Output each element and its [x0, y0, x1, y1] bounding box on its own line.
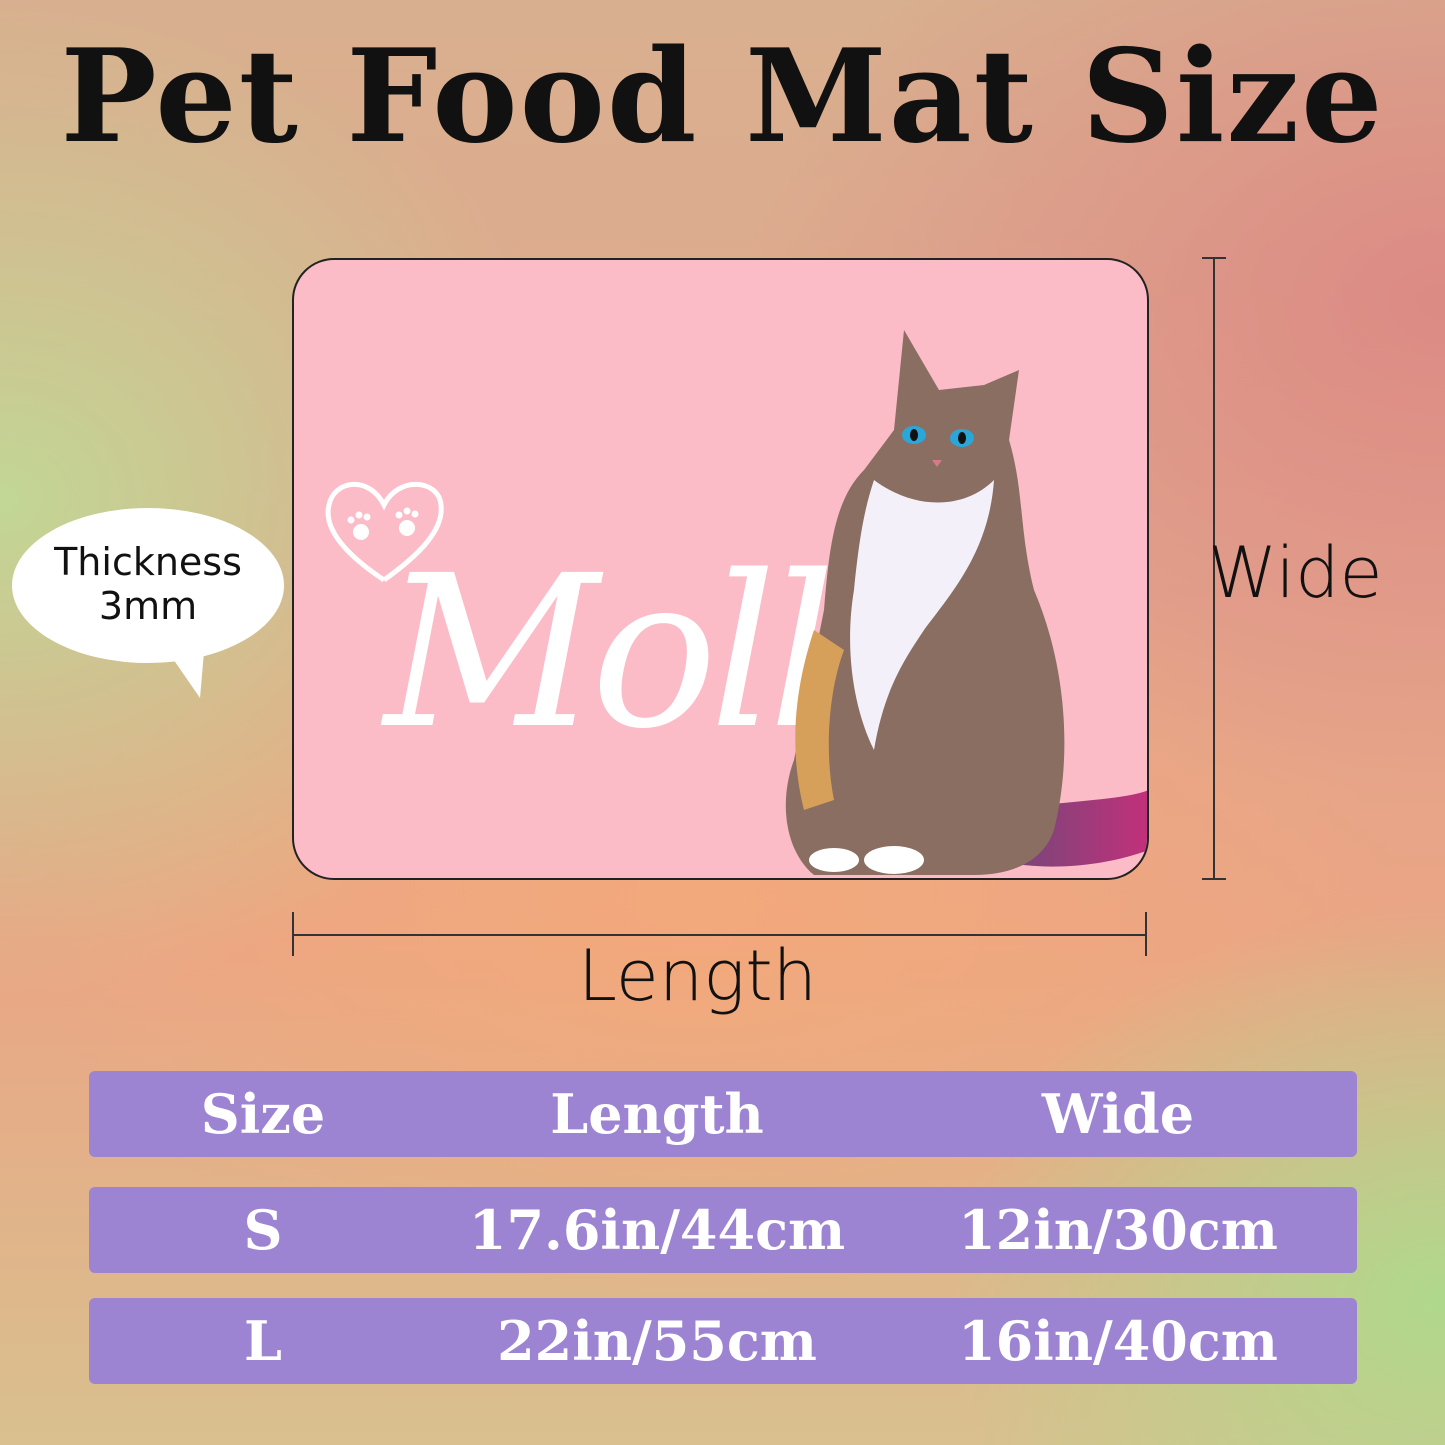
header-wide: Wide [1041, 1082, 1195, 1146]
length-dimension-line [292, 934, 1147, 936]
wide-cell: 16in/40cm [958, 1309, 1278, 1373]
thickness-value: 3mm [98, 584, 198, 628]
wide-cell: 12in/30cm [958, 1198, 1278, 1262]
wide-dimension-line [1213, 258, 1215, 880]
size-cell: S [243, 1198, 283, 1262]
table-row: S 17.6in/44cm 12in/30cm [89, 1187, 1357, 1273]
wide-label: Wide [1208, 532, 1383, 614]
food-mat-preview: Molly [292, 258, 1149, 880]
thickness-speech-bubble: Thickness 3mm [12, 508, 284, 663]
length-label: Length [578, 935, 818, 1017]
table-header-row: Size Length Wide [89, 1071, 1357, 1157]
length-line-cap-left [292, 912, 294, 956]
length-cell: 17.6in/44cm [468, 1198, 846, 1262]
page-title: Pet Food Mat Size [60, 22, 1385, 172]
header-size: Size [200, 1082, 326, 1146]
length-cell: 22in/55cm [497, 1309, 817, 1373]
table-row: L 22in/55cm 16in/40cm [89, 1298, 1357, 1384]
size-cell: L [244, 1309, 282, 1373]
cat-illustration [785, 330, 1147, 875]
thickness-label: Thickness [54, 540, 242, 584]
length-line-cap-right [1145, 912, 1147, 956]
bubble-tail [160, 640, 205, 698]
wide-line-cap-top [1202, 257, 1226, 259]
header-length: Length [550, 1082, 764, 1146]
wide-line-cap-bottom [1202, 878, 1226, 880]
heart-paw-icon [325, 481, 444, 583]
